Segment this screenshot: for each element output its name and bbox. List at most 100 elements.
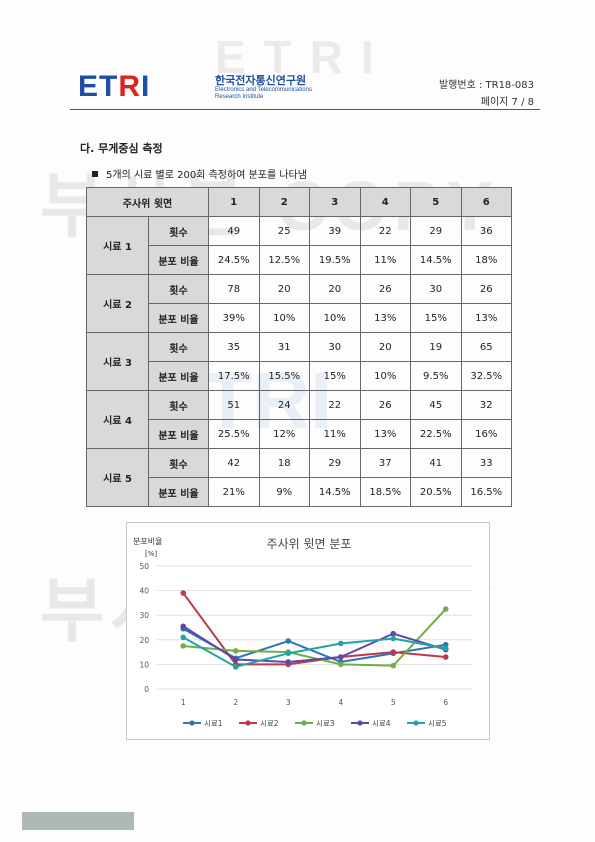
sample-name: 시료 4 bbox=[86, 390, 149, 449]
chart-title: 주사위 윗면 분포 bbox=[266, 537, 352, 551]
org-name-english: Electronics and Telecommunications Resear… bbox=[215, 87, 312, 100]
table-row: 분포 비율 17.5% 15.5% 15% 10% 9.5% 32.5% bbox=[87, 361, 512, 391]
ratio-label: 분포 비율 bbox=[148, 245, 209, 275]
ratio-cell: 10% bbox=[359, 361, 411, 391]
sample-name: 시료 5 bbox=[86, 448, 149, 507]
y-tick-label: 40 bbox=[139, 587, 149, 596]
count-label: 횟수 bbox=[148, 390, 209, 420]
sample-name: 시료 1 bbox=[86, 216, 149, 275]
count-cell: 42 bbox=[208, 448, 260, 478]
etri-logo: ETRI bbox=[78, 70, 151, 103]
ratio-cell: 24.5% bbox=[208, 245, 260, 275]
count-cell: 30 bbox=[309, 332, 361, 362]
count-cell: 49 bbox=[208, 216, 260, 246]
legend-label-3: 시료3 bbox=[316, 719, 335, 728]
y-tick-label: 0 bbox=[144, 685, 149, 694]
count-cell: 65 bbox=[460, 332, 512, 362]
footer-stamp bbox=[22, 812, 134, 830]
count-label: 횟수 bbox=[148, 448, 209, 478]
count-cell: 18 bbox=[258, 448, 310, 478]
series-point-3 bbox=[442, 606, 449, 612]
y-axis-unit: [%] bbox=[145, 550, 157, 558]
table-header-face: 1 bbox=[208, 187, 260, 217]
ratio-cell: 14.5% bbox=[309, 477, 361, 507]
ratio-cell: 19.5% bbox=[309, 245, 361, 275]
y-tick-label: 50 bbox=[139, 562, 149, 571]
series-point-3 bbox=[390, 662, 397, 669]
sample-name: 시료 2 bbox=[86, 274, 149, 333]
table-row: 시료 5 횟수 42 18 29 37 41 33 bbox=[86, 448, 512, 507]
ratio-cell: 13% bbox=[359, 303, 411, 333]
table-row: 시료 1 횟수 49 25 39 22 29 36 bbox=[86, 216, 512, 275]
table-row: 분포 비율 39% 10% 10% 13% 15% 13% bbox=[87, 303, 512, 333]
series-point-2 bbox=[180, 590, 187, 596]
ratio-cell: 9% bbox=[258, 477, 310, 507]
ratio-cell: 10% bbox=[258, 303, 310, 333]
y-axis-label: 분포비율 bbox=[133, 537, 162, 546]
count-label: 횟수 bbox=[148, 216, 209, 246]
count-cell: 31 bbox=[258, 332, 310, 362]
legend-marker-5 bbox=[413, 720, 419, 726]
x-tick-label: 4 bbox=[338, 698, 343, 707]
count-cell: 26 bbox=[460, 274, 512, 304]
sample-name: 시료 3 bbox=[86, 332, 149, 391]
count-cell: 37 bbox=[359, 448, 411, 478]
series-line-2 bbox=[182, 592, 446, 666]
count-cell: 20 bbox=[359, 332, 411, 362]
count-cell: 33 bbox=[460, 448, 512, 478]
table-header-row: 주사위 윗면 1 2 3 4 5 6 bbox=[86, 187, 512, 217]
y-tick-label: 30 bbox=[139, 611, 149, 620]
ratio-cell: 18% bbox=[460, 245, 512, 275]
series-point-4 bbox=[180, 623, 187, 630]
ratio-cell: 39% bbox=[208, 303, 260, 333]
count-cell: 20 bbox=[258, 274, 310, 304]
count-cell: 36 bbox=[460, 216, 512, 246]
line-chart: 주사위 윗면 분포 분포비율 [%] 0 10 20 30 40 50 1 2 3 4 5 6 시료1 시료2… bbox=[126, 522, 490, 740]
table-header-face: 2 bbox=[258, 187, 310, 217]
table-row: 시료 4 횟수 51 24 22 26 45 32 bbox=[86, 390, 512, 449]
y-tick-label: 20 bbox=[139, 636, 149, 645]
ratio-cell: 11% bbox=[359, 245, 411, 275]
section-title: 다. 무게중심 측정 bbox=[80, 142, 163, 155]
count-cell: 39 bbox=[309, 216, 361, 246]
series-point-4 bbox=[337, 654, 344, 660]
series-point-5 bbox=[180, 634, 187, 641]
chart-canvas: 분포비율 [%] 0 10 20 30 40 50 1 2 3 4 5 6 시료1 시료2 시료3 시료4 시료5 bbox=[133, 537, 472, 728]
x-tick-label: 3 bbox=[286, 698, 291, 707]
count-cell: 45 bbox=[410, 390, 462, 420]
series-point-5 bbox=[442, 645, 449, 652]
square-bullet-icon bbox=[92, 171, 98, 177]
ratio-cell: 16% bbox=[460, 419, 512, 449]
series-point-5 bbox=[337, 640, 344, 647]
y-tick-label: 10 bbox=[139, 660, 149, 669]
ratio-cell: 25.5% bbox=[208, 419, 260, 449]
x-tick-label: 2 bbox=[233, 698, 238, 707]
ratio-cell: 13% bbox=[359, 419, 411, 449]
table-row: 분포 비율 21% 9% 14.5% 18.5% 20.5% 16.5% bbox=[87, 477, 512, 507]
x-tick-label: 1 bbox=[181, 698, 186, 707]
legend-marker-3 bbox=[301, 720, 307, 726]
table-row: 분포 비율 25.5% 12% 11% 13% 22.5% 16% bbox=[87, 419, 512, 449]
legend-label-1: 시료1 bbox=[204, 719, 223, 728]
count-cell: 26 bbox=[359, 274, 411, 304]
count-cell: 29 bbox=[309, 448, 361, 478]
ratio-label: 분포 비율 bbox=[148, 361, 209, 391]
ratio-cell: 12.5% bbox=[258, 245, 310, 275]
page-header: ETRI 한국전자통신연구원 Electronics and Telecommu… bbox=[70, 68, 540, 110]
series-point-4 bbox=[232, 656, 239, 663]
ratio-cell: 9.5% bbox=[410, 361, 462, 391]
table-header-face: 6 bbox=[460, 187, 512, 217]
series-point-3 bbox=[180, 643, 187, 649]
count-label: 횟수 bbox=[148, 332, 209, 362]
count-cell: 32 bbox=[460, 390, 512, 420]
count-label: 횟수 bbox=[148, 274, 209, 304]
count-cell: 51 bbox=[208, 390, 260, 420]
legend-label-4: 시료4 bbox=[372, 719, 391, 728]
ratio-cell: 20.5% bbox=[410, 477, 462, 507]
legend-marker-2 bbox=[245, 720, 251, 726]
count-cell: 22 bbox=[359, 216, 411, 246]
count-cell: 25 bbox=[258, 216, 310, 246]
count-cell: 26 bbox=[359, 390, 411, 420]
count-cell: 30 bbox=[410, 274, 462, 304]
